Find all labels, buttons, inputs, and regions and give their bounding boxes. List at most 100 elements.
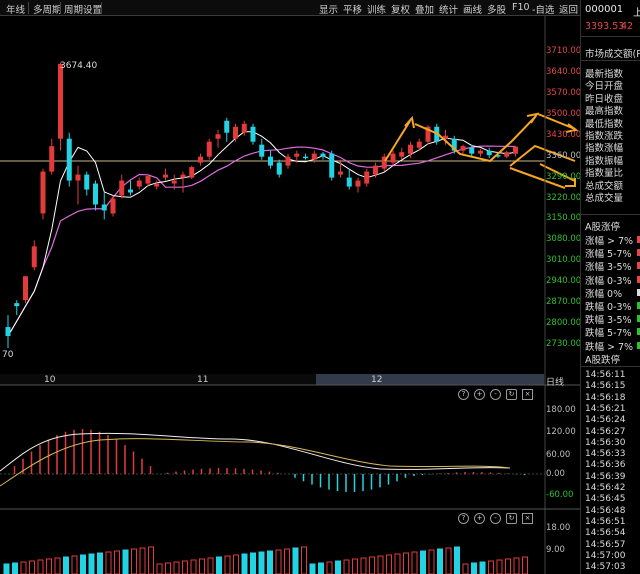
stock-code-suffix: 上 xyxy=(633,4,640,19)
tab-multi-period[interactable]: 多周期 xyxy=(33,5,62,16)
candle-body xyxy=(75,174,81,181)
refresh-icon[interactable]: ↻ xyxy=(506,513,517,524)
index-item: 昨日收盘 xyxy=(585,93,624,105)
candle-body xyxy=(504,152,510,157)
btn-stats[interactable]: 统计 xyxy=(439,5,459,16)
help-icon[interactable]: ? xyxy=(458,389,469,400)
volume-bar xyxy=(131,548,137,574)
volume-bar xyxy=(63,556,69,574)
volume-bar xyxy=(386,554,392,574)
price-axis-label: 2870.00 xyxy=(546,297,582,308)
volume-bar xyxy=(88,553,95,574)
candle-body xyxy=(294,153,300,157)
btn-draw-line[interactable]: 画线 xyxy=(463,5,483,16)
volume-bar xyxy=(488,560,494,574)
volume-bar xyxy=(428,549,435,574)
btn-pan[interactable]: 平移 xyxy=(343,5,363,16)
btn-multi-stock[interactable]: 多股 xyxy=(487,5,507,16)
index-item: 指数振幅 xyxy=(585,155,624,167)
tick-time: 14:56:36 xyxy=(585,460,626,471)
tab-period-settings[interactable]: 周期设置 xyxy=(64,5,103,16)
kline-chart[interactable] xyxy=(0,16,580,574)
candle-body xyxy=(425,126,431,142)
zoom-out-icon[interactable]: - xyxy=(490,513,501,524)
btn-f10[interactable]: F10 xyxy=(512,2,530,13)
candle-body xyxy=(329,153,335,178)
tick-time: 14:57:03 xyxy=(585,562,626,573)
volume-bar xyxy=(496,559,503,574)
stat-bar xyxy=(637,288,640,296)
candle-body xyxy=(513,146,518,154)
volume-bar xyxy=(437,548,443,574)
btn-adjust[interactable]: 复权 xyxy=(391,5,411,16)
zoom-out-icon[interactable]: - xyxy=(490,389,501,400)
stat-item: 涨幅 3-5% xyxy=(585,262,632,274)
tick-time: 14:56:18 xyxy=(585,392,626,403)
close-icon[interactable]: × xyxy=(522,513,533,524)
volume-bar xyxy=(420,550,426,574)
tick-time: 14:56:48 xyxy=(585,505,626,516)
volume-label: 9.00 xyxy=(546,545,565,555)
candle-body xyxy=(14,303,20,307)
low-annotation: 70 xyxy=(2,350,14,360)
tab-yearly[interactable]: 年线 xyxy=(6,5,26,16)
volume-bar xyxy=(284,548,290,574)
macd-label: 120.00 xyxy=(546,427,576,437)
btn-watchlist[interactable]: -自选 xyxy=(532,5,555,16)
btn-train[interactable]: 训练 xyxy=(367,5,387,16)
price-axis-label: 3430.00 xyxy=(546,129,582,140)
tick-time: 14:56:51 xyxy=(585,516,626,527)
index-item: 指数涨幅 xyxy=(585,143,624,155)
price-axis-label: 3220.00 xyxy=(546,192,582,203)
divider xyxy=(581,366,640,367)
volume-bar xyxy=(114,550,120,574)
refresh-icon[interactable]: ↻ xyxy=(506,389,517,400)
candle-body xyxy=(250,126,256,142)
zoom-in-icon[interactable]: + xyxy=(474,389,485,400)
volume-bar xyxy=(182,560,188,574)
volume-bar xyxy=(462,563,469,574)
volume-bar xyxy=(301,546,307,574)
candle-body xyxy=(390,153,396,163)
stat-item: 涨幅 0% xyxy=(585,288,623,300)
annotation-arrow xyxy=(414,115,537,163)
volume-bar xyxy=(20,561,27,574)
stat-item: 跌幅 0-3% xyxy=(585,302,632,313)
stat-item: 涨幅 0-3% xyxy=(585,275,632,287)
volume-bar xyxy=(97,552,103,574)
candle-body xyxy=(180,174,186,178)
btn-back[interactable]: 返回 xyxy=(559,5,579,16)
volume-bar xyxy=(105,551,112,574)
divider xyxy=(581,60,640,61)
candle-body xyxy=(268,156,273,166)
candle-body xyxy=(495,155,501,157)
btn-overlay[interactable]: 叠加 xyxy=(415,5,435,16)
index-item: 今日开盘 xyxy=(585,81,624,93)
volume-bar xyxy=(54,557,61,574)
volume-bar xyxy=(352,558,358,574)
stat-item: 跌幅 > 7% xyxy=(585,341,634,353)
candle-body xyxy=(154,183,160,187)
candle-body xyxy=(355,180,361,187)
volume-bar xyxy=(190,559,197,574)
stat-bar xyxy=(637,302,640,309)
volume-bar xyxy=(318,562,324,574)
candle-body xyxy=(408,144,413,154)
tick-time: 14:56:39 xyxy=(585,471,626,482)
price-axis-label: 3080.00 xyxy=(546,234,582,245)
index-item: 指数涨跌 xyxy=(585,131,624,142)
macd-label: 0.00 xyxy=(546,469,565,479)
volume-bar xyxy=(139,547,146,574)
btn-display[interactable]: 显示 xyxy=(319,5,339,16)
close-icon[interactable]: × xyxy=(522,389,533,400)
volume-bar xyxy=(224,555,231,574)
help-icon[interactable]: ? xyxy=(458,513,469,524)
zoom-in-icon[interactable]: + xyxy=(474,513,485,524)
volume-bar xyxy=(505,558,511,574)
candle-body xyxy=(206,141,212,157)
tick-time: 14:56:33 xyxy=(585,449,626,460)
index-item: 指数量比 xyxy=(585,168,624,180)
stat-bar xyxy=(637,249,640,257)
candle-body xyxy=(486,150,492,156)
price-axis-label: 3570.00 xyxy=(546,87,582,98)
